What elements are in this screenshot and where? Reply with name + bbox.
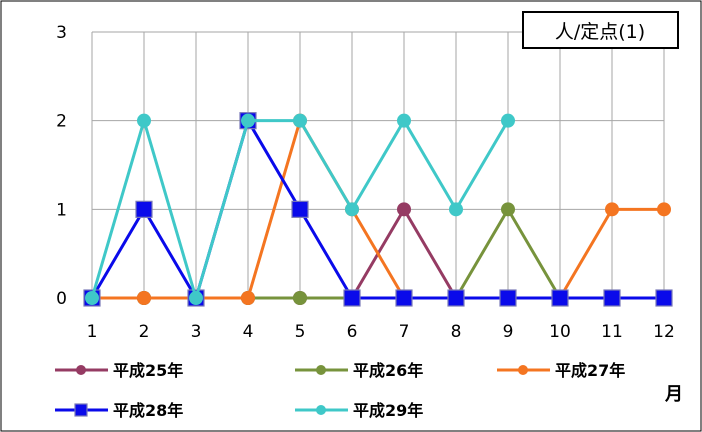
x-tick-label: 12 [653,322,675,342]
data-point [551,289,569,307]
data-point [137,291,151,305]
data-point [137,113,151,128]
x-tick-label: 4 [243,322,254,342]
unit-label-box: 人/定点(1) [522,11,679,49]
data-point [189,291,203,305]
legend-item: 平成26年 [295,361,423,380]
data-point [293,291,307,305]
data-point [135,200,153,218]
legend-marker [316,405,326,415]
data-point [447,289,465,307]
data-point [241,113,255,128]
y-tick-label: 3 [56,23,67,43]
y-tick-label: 2 [56,112,67,132]
legend-item: 平成27年 [497,361,625,380]
x-tick-label: 7 [399,322,410,342]
x-tick-label: 2 [139,322,150,342]
x-tick-label: 5 [295,322,306,342]
legend-item: 平成28年 [55,401,183,420]
data-point [449,202,463,217]
x-tick-label: 8 [451,322,462,342]
data-point [291,200,309,218]
legend-marker [74,403,88,417]
x-tick-label: 6 [347,322,358,342]
legend-item: 平成29年 [295,401,423,420]
series-lines [83,112,673,307]
series-line [92,119,664,300]
data-point [293,113,307,128]
legend-item: 平成25年 [55,361,183,380]
data-point [397,202,411,217]
series-4 [85,113,515,305]
data-point [501,202,515,217]
legend-marker [76,365,86,375]
data-point [395,289,413,307]
x-tick-label: 9 [503,322,514,342]
data-point [605,202,619,217]
x-tick-label: 1 [87,322,98,342]
legend-label: 平成29年 [353,401,423,420]
data-point [499,289,517,307]
legend-label: 平成25年 [113,361,183,380]
data-point [343,289,361,307]
legend-marker [316,365,326,375]
legend-label: 平成28年 [113,401,183,420]
data-point [655,289,673,307]
data-point [241,291,255,305]
legend-label: 平成26年 [353,361,423,380]
x-axis-label: 月 [664,384,683,405]
x-tick-label: 10 [549,322,571,342]
data-point [397,113,411,128]
x-tick-label: 11 [601,322,623,342]
series-line [90,119,664,300]
data-point [501,113,515,128]
data-point [603,289,621,307]
legend-label: 平成27年 [555,361,625,380]
data-point [345,202,359,217]
y-axis-tick-labels: 0 1 2 3 [56,23,67,309]
unit-label: 人/定点(1) [555,21,645,43]
x-axis-tick-labels: 1 2 3 4 5 6 7 8 9 10 11 12 [87,322,675,342]
y-tick-label: 1 [56,200,67,220]
y-tick-label: 0 [56,289,67,309]
data-point [85,291,99,305]
legend-marker [518,365,528,375]
x-tick-label: 3 [191,322,202,342]
data-point [657,202,671,217]
